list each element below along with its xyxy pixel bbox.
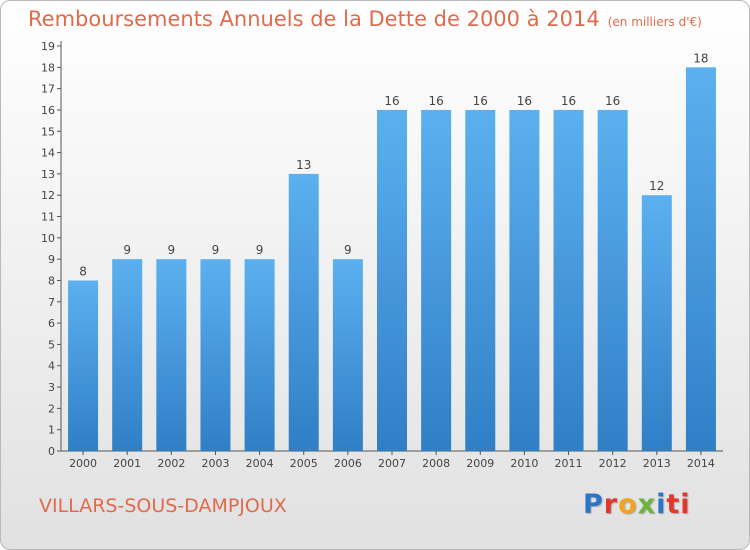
data-label: 16 bbox=[384, 94, 399, 108]
bar-2013 bbox=[641, 195, 672, 451]
y-tick-label: 19 bbox=[41, 40, 55, 53]
proxiti-logo: Proxiti bbox=[583, 489, 691, 520]
bar-2008 bbox=[421, 109, 452, 452]
bar-2003 bbox=[200, 259, 231, 451]
bar-2012 bbox=[597, 109, 628, 452]
y-tick-label: 8 bbox=[48, 274, 55, 287]
title-text: Remboursements Annuels de la Dette de 20… bbox=[28, 7, 600, 31]
bar-2001 bbox=[112, 259, 143, 451]
y-tick-label: 18 bbox=[41, 61, 55, 74]
x-tick-label: 2001 bbox=[113, 457, 141, 470]
x-tick-label: 2012 bbox=[599, 457, 627, 470]
bar-2000 bbox=[68, 280, 99, 451]
y-tick-label: 10 bbox=[41, 232, 55, 245]
x-tick-label: 2013 bbox=[643, 457, 671, 470]
data-label: 18 bbox=[693, 51, 708, 65]
x-tick-label: 2004 bbox=[246, 457, 274, 470]
y-tick-label: 15 bbox=[41, 125, 55, 138]
bar-2002 bbox=[156, 259, 187, 451]
x-tick-label: 2011 bbox=[555, 457, 583, 470]
data-label: 9 bbox=[168, 243, 176, 257]
data-label: 9 bbox=[256, 243, 264, 257]
data-label: 16 bbox=[428, 94, 443, 108]
logo-letter-1: P bbox=[583, 489, 604, 520]
data-label: 9 bbox=[123, 243, 131, 257]
data-label: 16 bbox=[473, 94, 488, 108]
title-unit: (en milliers d'€) bbox=[607, 15, 702, 29]
chart-title: Remboursements Annuels de la Dette de 20… bbox=[28, 7, 702, 31]
bar-2004 bbox=[244, 259, 275, 451]
logo-letter-3: o bbox=[618, 489, 638, 520]
x-tick-label: 2008 bbox=[422, 457, 450, 470]
x-tick-label: 2009 bbox=[466, 457, 494, 470]
bar-2011 bbox=[553, 109, 584, 452]
data-label: 9 bbox=[344, 243, 352, 257]
y-tick-label: 5 bbox=[48, 338, 55, 351]
y-tick-label: 13 bbox=[41, 168, 55, 181]
data-label: 16 bbox=[517, 94, 532, 108]
y-tick-label: 2 bbox=[48, 402, 55, 415]
bar-2010 bbox=[509, 109, 540, 452]
y-tick-label: 3 bbox=[48, 381, 55, 394]
y-tick-label: 17 bbox=[41, 83, 55, 96]
x-tick-label: 2006 bbox=[334, 457, 362, 470]
y-tick-label: 6 bbox=[48, 317, 55, 330]
bar-2009 bbox=[465, 109, 496, 452]
logo-letter-2: r bbox=[603, 489, 619, 520]
y-tick-label: 12 bbox=[41, 189, 55, 202]
data-label: 16 bbox=[605, 94, 620, 108]
data-label: 9 bbox=[212, 243, 220, 257]
data-label: 12 bbox=[649, 179, 664, 193]
logo-letter-5: i bbox=[656, 489, 667, 520]
x-tick-label: 2014 bbox=[687, 457, 715, 470]
x-tick-label: 2007 bbox=[378, 457, 406, 470]
x-tick-label: 2002 bbox=[157, 457, 185, 470]
commune-name: VILLARS-SOUS-DAMPJOUX bbox=[39, 495, 287, 517]
bar-2014 bbox=[685, 67, 716, 451]
y-tick-label: 1 bbox=[48, 424, 55, 437]
data-label: 8 bbox=[79, 264, 87, 278]
y-tick-label: 4 bbox=[48, 360, 55, 373]
y-tick-label: 14 bbox=[41, 147, 55, 160]
y-tick-label: 7 bbox=[48, 296, 55, 309]
logo-letter-6: ti bbox=[666, 489, 691, 520]
bar-2006 bbox=[332, 259, 363, 451]
bar-2007 bbox=[377, 109, 407, 452]
x-tick-label: 2000 bbox=[69, 457, 97, 470]
y-tick-label: 9 bbox=[48, 253, 55, 266]
logo-letter-4: x bbox=[637, 489, 657, 520]
y-tick-label: 0 bbox=[48, 445, 55, 458]
y-tick-label: 11 bbox=[41, 211, 55, 224]
y-tick-label: 16 bbox=[41, 104, 55, 117]
x-tick-label: 2005 bbox=[290, 457, 318, 470]
data-label: 16 bbox=[561, 94, 576, 108]
x-tick-label: 2003 bbox=[201, 457, 229, 470]
bar-2005 bbox=[288, 173, 319, 452]
data-label: 13 bbox=[296, 158, 311, 172]
x-tick-label: 2010 bbox=[510, 457, 538, 470]
